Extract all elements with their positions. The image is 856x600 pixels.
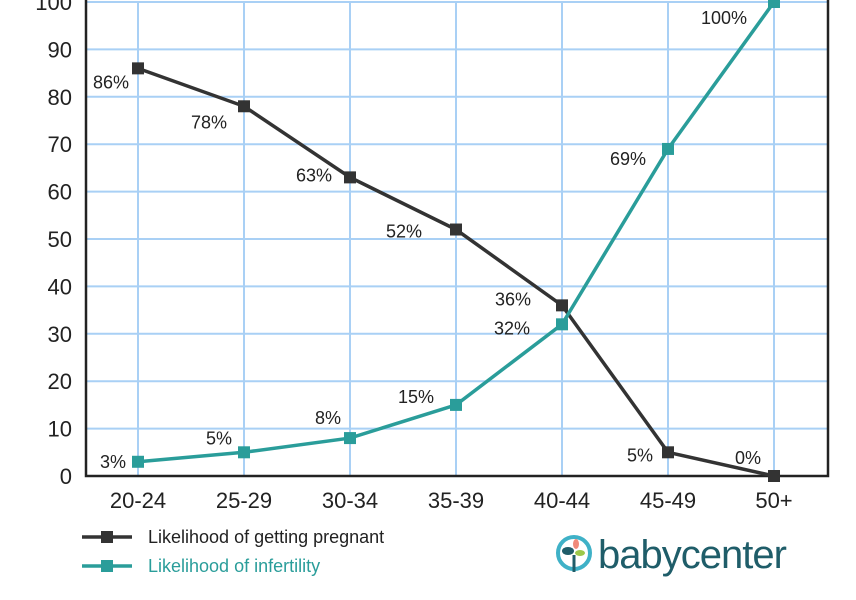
data-label-pregnant: 36% <box>495 289 531 309</box>
x-tick-label: 50+ <box>755 488 792 513</box>
y-tick-label: 0 <box>60 464 72 489</box>
data-point-infertility <box>132 455 144 468</box>
x-tick-label: 45-49 <box>640 488 696 513</box>
data-point-pregnant <box>132 62 144 75</box>
legend-marker-pregnant <box>101 531 113 543</box>
data-point-pregnant <box>768 470 780 482</box>
y-tick-label: 100 <box>35 0 72 15</box>
data-point-pregnant <box>556 299 568 312</box>
y-tick-label: 20 <box>48 369 72 394</box>
x-tick-label: 20-24 <box>110 488 166 513</box>
x-tick-label: 30-34 <box>322 488 378 513</box>
data-point-pregnant <box>344 171 356 184</box>
legend-label-infertility: Likelihood of infertility <box>148 556 320 576</box>
data-point-pregnant <box>662 446 674 459</box>
babycenter-logo: babycenter <box>556 533 788 577</box>
y-tick-label: 90 <box>48 37 72 62</box>
data-label-infertility: 5% <box>206 428 232 448</box>
logo-text: babycenter <box>598 533 787 577</box>
data-label-infertility: 100% <box>701 8 747 28</box>
data-point-infertility <box>556 318 568 331</box>
data-point-infertility <box>768 0 780 8</box>
y-tick-label: 10 <box>48 417 72 442</box>
y-tick-label: 70 <box>48 132 72 157</box>
data-label-pregnant: 78% <box>191 112 227 132</box>
data-label-pregnant: 63% <box>296 165 332 185</box>
data-label-pregnant: 52% <box>386 222 422 242</box>
y-tick-label: 50 <box>48 227 72 252</box>
x-tick-label: 40-44 <box>534 488 590 513</box>
data-label-pregnant: 0% <box>735 448 761 468</box>
data-label-infertility: 69% <box>610 149 646 169</box>
data-point-infertility <box>662 142 674 155</box>
data-label-infertility: 3% <box>100 452 126 472</box>
data-label-pregnant: 5% <box>627 445 653 465</box>
legend-label-pregnant: Likelihood of getting pregnant <box>148 527 384 547</box>
data-point-pregnant <box>450 223 462 236</box>
x-tick-label: 25-29 <box>216 488 272 513</box>
data-point-pregnant <box>238 100 250 113</box>
plot-frame <box>84 0 830 478</box>
y-tick-label: 30 <box>48 322 72 347</box>
y-tick-label: 40 <box>48 274 72 299</box>
x-tick-label: 35-39 <box>428 488 484 513</box>
data-label-pregnant: 86% <box>93 72 129 92</box>
y-tick-label: 80 <box>48 85 72 110</box>
y-tick-label: 60 <box>48 180 72 205</box>
data-point-infertility <box>238 446 250 459</box>
data-label-infertility: 32% <box>494 318 530 338</box>
data-point-infertility <box>450 398 462 411</box>
data-label-infertility: 8% <box>315 408 341 428</box>
data-label-infertility: 15% <box>398 387 434 407</box>
data-point-infertility <box>344 432 356 445</box>
legend-marker-infertility <box>101 560 113 572</box>
